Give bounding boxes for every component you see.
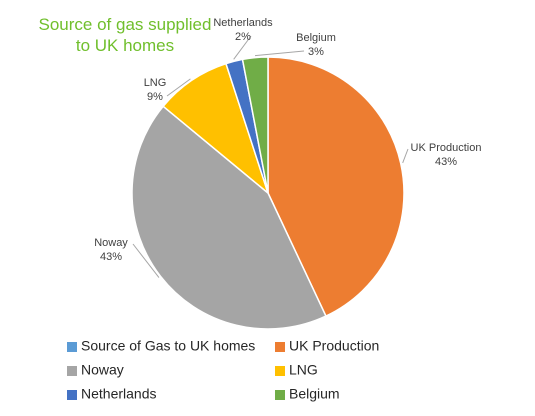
- leader-line: [166, 78, 191, 97]
- legend-label: Noway: [81, 362, 124, 378]
- legend-label: Netherlands: [81, 386, 157, 402]
- leader-line: [254, 50, 305, 57]
- legend-label: Belgium: [289, 386, 340, 402]
- chart-title: Source of gas supplied to UK homes: [38, 15, 212, 55]
- leader-line: [233, 35, 252, 60]
- data-label: 3%: [308, 46, 324, 58]
- pie-slice: [267, 56, 405, 318]
- data-label-name: UK Production: [411, 142, 482, 154]
- data-label: 9%: [147, 91, 163, 103]
- legend-label: Source of Gas to UK homes: [81, 338, 255, 354]
- legend-swatch: [67, 342, 77, 352]
- legend-label: LNG: [289, 362, 318, 378]
- data-label-name: Noway: [94, 237, 128, 249]
- legend-swatch: [67, 366, 77, 376]
- data-label: 43%: [435, 156, 457, 168]
- data-label-name: Belgium: [296, 32, 336, 44]
- data-label-name: Netherlands: [213, 17, 273, 29]
- leader-line: [402, 148, 409, 164]
- data-label-name: LNG: [144, 77, 167, 89]
- data-label: 2%: [235, 31, 251, 43]
- legend-swatch: [67, 390, 77, 400]
- pie-slice: [131, 105, 327, 330]
- pie-slice: [241, 56, 269, 194]
- legend-swatch: [275, 342, 285, 352]
- legend-swatch: [275, 390, 285, 400]
- leader-line: [132, 243, 160, 278]
- legend-label: UK Production: [289, 338, 379, 354]
- legend-swatch: [275, 366, 285, 376]
- data-label: 43%: [100, 251, 122, 263]
